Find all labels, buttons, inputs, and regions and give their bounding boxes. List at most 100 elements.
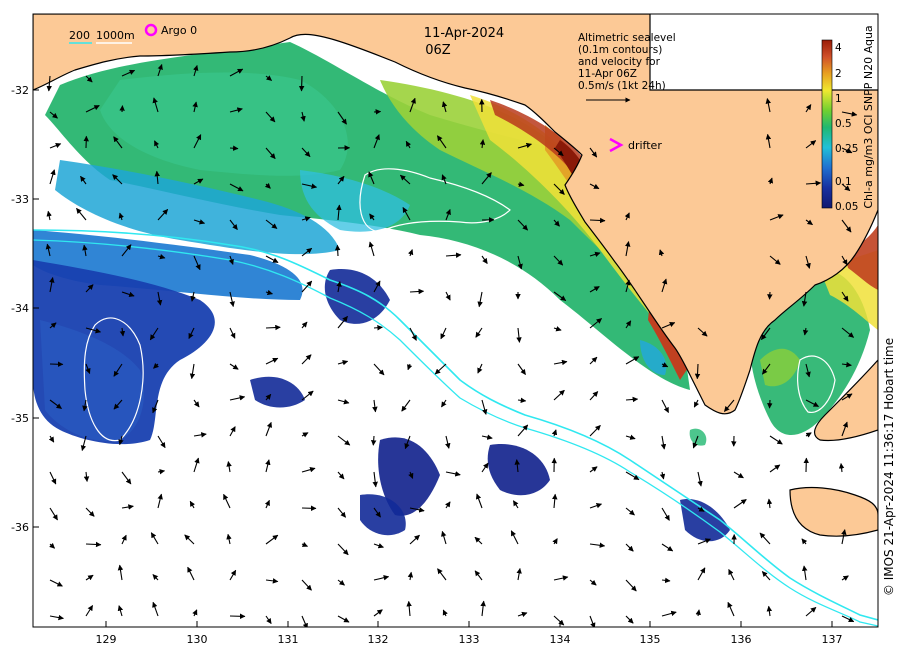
velocity-arrow [85,363,91,375]
velocity-arrow [337,359,349,366]
velocity-arrow [156,291,163,306]
velocity-arrow [117,564,124,581]
velocity-arrow [265,534,279,545]
velocity-arrow [85,541,102,548]
velocity-arrow [661,543,674,552]
velocity-arrow [553,255,564,266]
velocity-arrow [765,133,772,149]
velocity-arrow [118,435,124,446]
velocity-arrow [769,435,783,445]
velocity-arrow [409,507,425,513]
velocity-arrow [187,566,195,581]
velocity-arrow [229,291,235,308]
velocity-arrow [589,579,597,586]
velocity-arrow [337,175,345,185]
velocity-arrow [695,609,701,617]
altimetry-note-line: 0.5m/s (1kt 24h) [578,80,666,92]
velocity-arrow [82,399,88,412]
drifter-label: drifter [628,139,662,152]
velocity-arrow [49,322,57,329]
velocity-arrow [337,315,348,329]
coastline-land [33,14,878,537]
legend-200-label: 200 [69,29,90,42]
velocity-arrow [445,501,451,509]
velocity-arrow [625,434,636,440]
velocity-arrow [553,326,562,332]
velocity-arrow [48,435,55,443]
isobath-200m-outer [33,239,878,627]
velocity-arrow [337,507,347,518]
velocity-arrow [517,397,527,404]
velocity-arrow [49,471,57,485]
velocity-arrow [838,462,845,473]
velocity-arrow [154,140,160,149]
velocity-arrow [229,183,244,192]
colorbar-tick: 1 [835,93,842,105]
velocity-arrow [517,255,523,270]
velocity-arrow [625,356,640,365]
velocity-arrow [765,98,771,113]
velocity-arrow [265,393,272,401]
velocity-arrow [336,281,342,293]
velocity-arrow [728,569,735,581]
velocity-arrow [301,541,309,547]
lon-tick-label: 134 [550,633,571,646]
velocity-arrow [193,432,207,438]
altimetry-note-line: Altimetric sealevel [578,32,676,44]
velocity-arrow [85,574,94,581]
velocity-arrow [436,135,447,149]
colorbar-tick: 0.5 [835,118,852,130]
velocity-arrow [229,107,243,113]
map-time: 06Z [425,43,451,58]
lon-tick-label: 133 [459,633,480,646]
velocity-arrow [841,111,858,117]
velocity-arrow [553,147,564,157]
velocity-arrow [228,255,234,265]
lat-tick-label: -36 [11,521,29,534]
velocity-arrow [441,101,448,113]
credit-text: © IMOS 21-Apr-2024 11:36:17 Hobart time [882,338,896,596]
velocity-arrow [589,391,599,401]
velocity-arrow [189,500,196,509]
velocity-arrow [589,356,598,365]
velocity-arrow [589,503,603,509]
velocity-arrow [372,399,378,413]
velocity-arrow [373,575,390,581]
velocity-arrow [45,243,52,257]
velocity-arrow [445,471,461,477]
velocity-arrow [406,600,412,617]
velocity-arrow [119,327,126,337]
velocity-arrow [481,399,488,415]
velocity-arrow [149,327,159,341]
velocity-arrow [229,219,238,231]
velocity-arrow [301,390,314,401]
sealevel-contour-1 [359,168,511,233]
velocity-arrow [437,568,447,581]
velocity-arrow [661,322,676,329]
velocity-arrow [553,291,567,302]
velocity-arrow [697,471,703,487]
velocity-arrow [192,101,198,113]
velocity-arrow [553,389,565,401]
altimetry-note-line: (0.1m contours) [578,44,662,56]
velocity-arrow [553,219,560,227]
velocity-arrow [661,278,668,293]
velocity-arrow [301,579,312,591]
velocity-arrow [265,75,273,81]
velocity-arrow [301,247,313,257]
velocity-arrow [625,579,637,592]
velocity-arrow [229,145,239,151]
lat-tick-label: -35 [11,412,29,425]
velocity-arrow [112,174,123,185]
velocity-arrow [658,249,665,257]
velocity-arrow [265,147,276,160]
velocity-arrow [157,63,163,77]
velocity-arrow [660,435,667,450]
velocity-arrow [589,251,601,257]
velocity-arrow [301,615,308,627]
velocity-arrow [661,362,669,368]
velocity-arrow [841,291,849,302]
colorbar-tick: 0.05 [835,201,858,213]
drifter-legend: drifter [609,137,662,153]
